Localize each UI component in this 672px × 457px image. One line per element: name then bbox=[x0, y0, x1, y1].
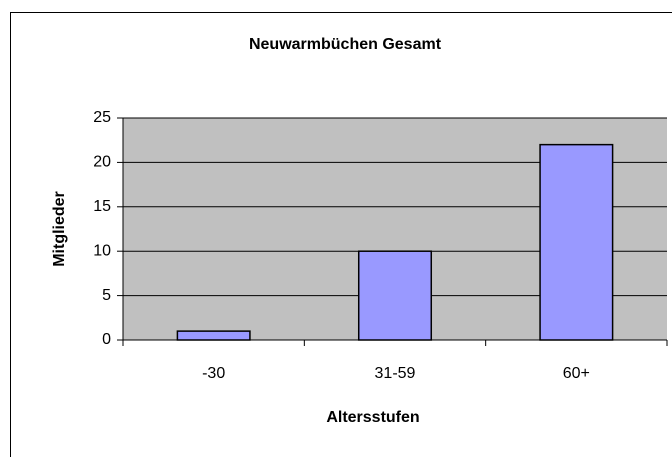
bar bbox=[357, 250, 433, 341]
y-tick-label: 10 bbox=[93, 242, 111, 259]
y-tick-label: 5 bbox=[102, 287, 111, 304]
x-tick-label: 60+ bbox=[563, 365, 590, 382]
x-axis-label: Altersstufen bbox=[326, 409, 419, 426]
y-tick-label: 0 bbox=[102, 331, 111, 348]
y-axis-label: Mitglieder bbox=[51, 191, 68, 267]
x-tick-label: 31-59 bbox=[375, 365, 416, 382]
chart-title: Neuwarmbüchen Gesamt bbox=[249, 36, 442, 53]
bar bbox=[539, 143, 614, 341]
x-tick-label: -30 bbox=[202, 365, 225, 382]
y-tick-label: 15 bbox=[93, 198, 111, 215]
bar bbox=[176, 330, 251, 341]
y-tick-label: 25 bbox=[93, 109, 111, 126]
y-tick-label: 20 bbox=[93, 154, 111, 171]
